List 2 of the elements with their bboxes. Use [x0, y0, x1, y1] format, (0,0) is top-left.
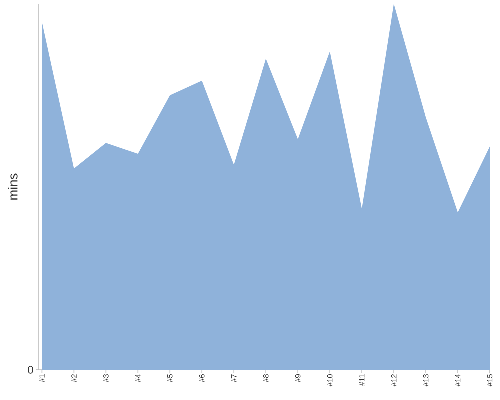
text: 0	[28, 366, 34, 374]
y-axis-title: mins	[8, 174, 18, 200]
